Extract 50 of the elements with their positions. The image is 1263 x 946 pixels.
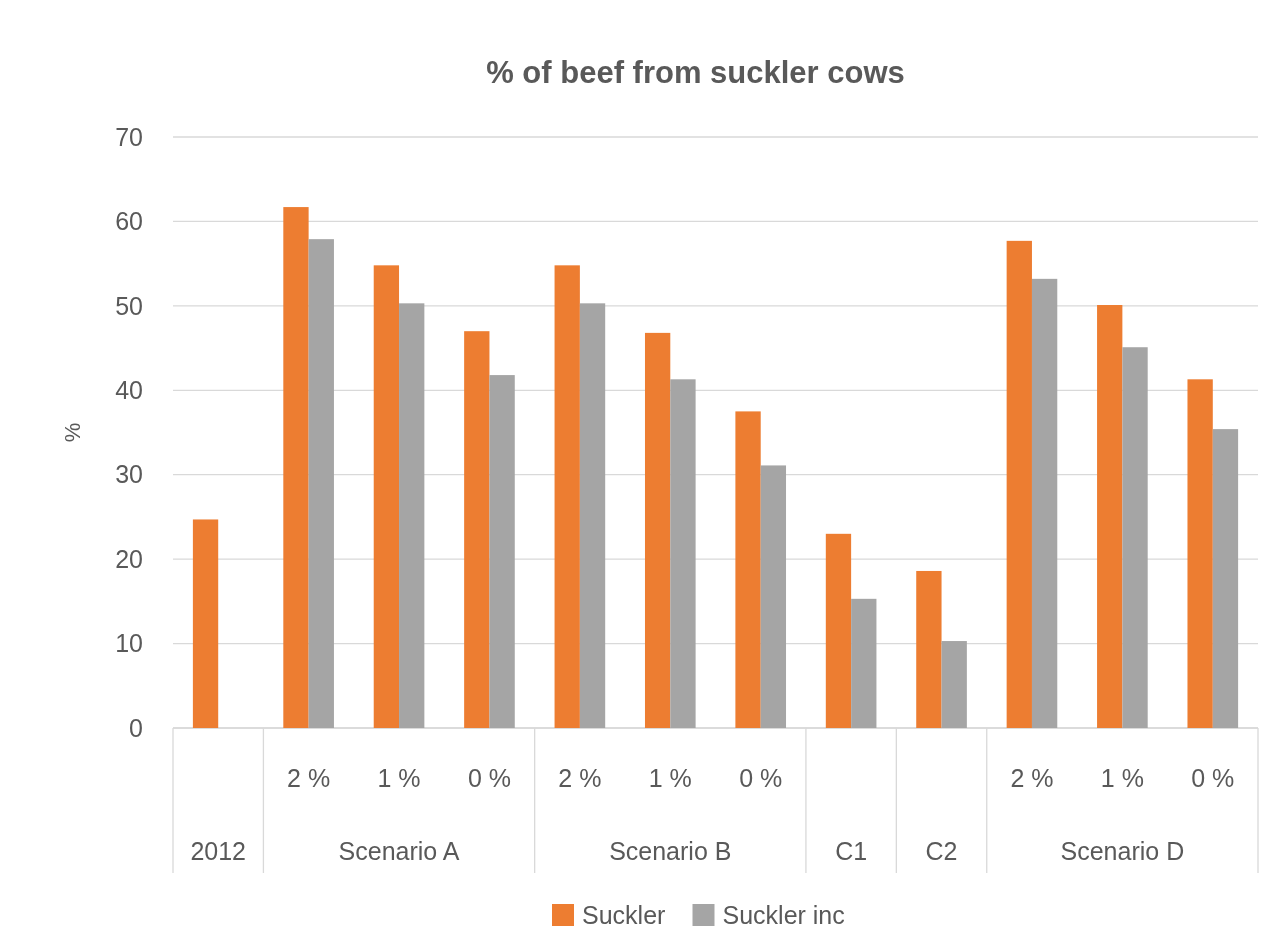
bar [1187, 379, 1213, 728]
y-tick-label: 70 [115, 122, 143, 151]
text: Scenario D [1060, 836, 1185, 865]
x-tick-label: 0 % [739, 763, 783, 792]
y-tick-label: 60 [115, 207, 143, 236]
y-tick-label: 50 [115, 291, 143, 320]
bar [579, 303, 606, 728]
bar [644, 332, 671, 728]
text: C1 [835, 836, 868, 865]
bar [308, 239, 334, 728]
y-axis-title: % [60, 422, 85, 443]
bar [1212, 429, 1239, 728]
bar [1006, 240, 1032, 728]
bar [851, 598, 877, 728]
legend-label: Suckler [582, 900, 666, 929]
bar [489, 375, 515, 728]
bar [735, 411, 761, 728]
bar [464, 331, 490, 728]
x-tick-label: 1 % [377, 763, 421, 792]
y-tick-label: 30 [115, 460, 143, 489]
x-tick-label: 0 % [1191, 763, 1235, 792]
bar [916, 570, 942, 728]
x-tick-label: 2 % [287, 763, 331, 792]
chart-title: % of beef from suckler cows [486, 55, 905, 90]
bar [399, 303, 425, 728]
bar [670, 379, 696, 728]
x-tick-label: 0 % [467, 763, 512, 792]
x-tick-label: 2 % [1010, 763, 1054, 792]
bar [1031, 278, 1058, 728]
y-tick-label: 10 [115, 629, 143, 658]
bar [1122, 347, 1148, 728]
text: Scenario A [338, 836, 460, 865]
bar [760, 465, 787, 728]
legend-label: Suckler inc [722, 900, 845, 929]
bar [1097, 305, 1123, 728]
x-tick-label: 1 % [1100, 763, 1144, 792]
x-tick-label: 1 % [648, 763, 692, 792]
y-tick-label: 0 [129, 713, 143, 742]
bar [941, 641, 967, 728]
x-tick-label: 2 % [558, 763, 602, 792]
y-tick-label: 20 [115, 544, 143, 573]
text: C2 [925, 836, 958, 865]
y-tick-label: 40 [115, 376, 143, 405]
bar [283, 207, 309, 728]
bar [554, 265, 580, 728]
text: Scenario B [609, 836, 732, 865]
bar [192, 519, 219, 728]
bar [373, 265, 400, 728]
text: 2012 [190, 836, 247, 865]
bar [825, 533, 852, 728]
